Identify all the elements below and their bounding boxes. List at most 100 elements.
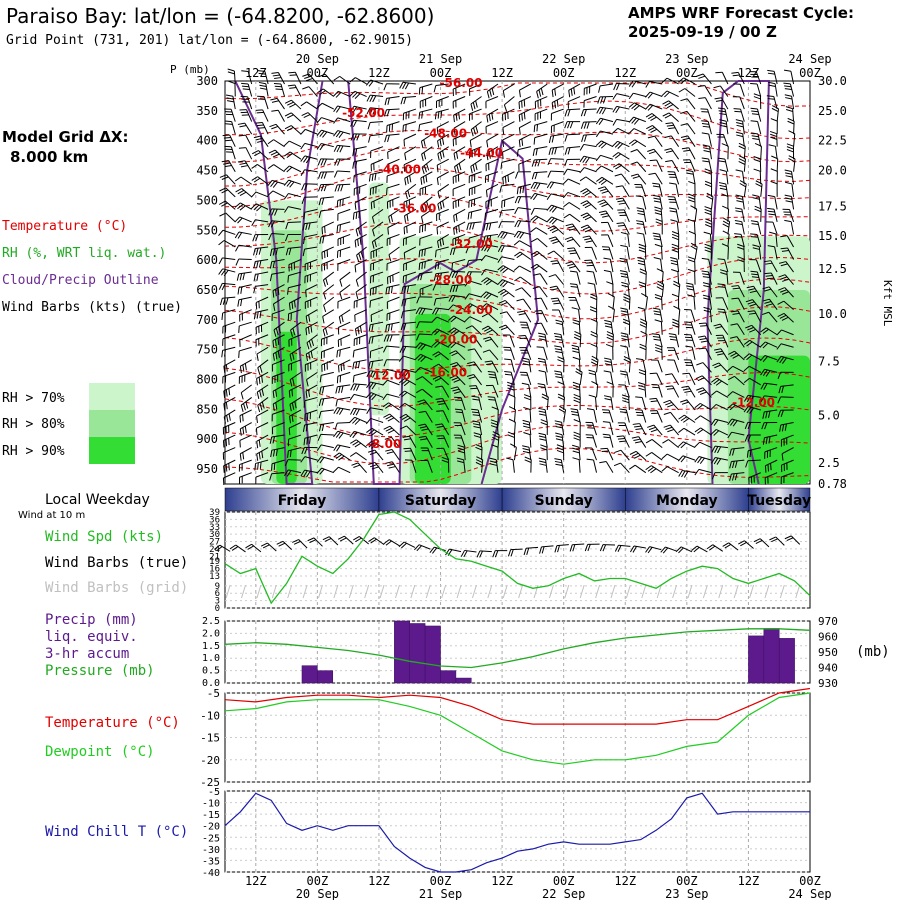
wind-barb-staff: [501, 256, 515, 261]
wind-barb-flag: [454, 166, 457, 174]
wind-barb-staff: [487, 83, 499, 92]
wind-barb-flag: [628, 102, 635, 108]
wind-barb-staff: [503, 83, 515, 92]
wind-barb-flag: [572, 444, 580, 448]
wind-barb-flag: [784, 194, 792, 198]
wind-barb-flag: [678, 547, 684, 554]
grid-barb: [733, 584, 739, 599]
wind-barb-staff: [584, 83, 597, 89]
wind-barb-flag: [404, 153, 407, 161]
wind-barb-staff: [353, 119, 367, 123]
wind-barb-flag: [275, 389, 278, 397]
wind-barb-flag: [623, 293, 631, 298]
wind-barb-flag: [473, 426, 481, 429]
wind-barb-staff: [469, 183, 482, 190]
wind-barb-flag: [464, 293, 470, 300]
wind-barb-flag: [319, 90, 326, 95]
wind-barb-flag: [418, 435, 426, 438]
wind-barb-staff: [715, 429, 729, 436]
wind-barb-flag: [653, 313, 661, 316]
wind-barb-flag: [492, 433, 500, 438]
wind-barb-flag: [786, 149, 794, 153]
wind-barb-staff: [453, 315, 466, 323]
wind-barb-staff: [502, 146, 515, 153]
wind-barb-flag: [669, 207, 677, 210]
wind-barb-staff: [322, 309, 335, 317]
windchill-tick: -30: [202, 845, 220, 856]
wind-barb-flag: [508, 393, 516, 398]
wind-barb-flag: [485, 223, 489, 231]
wind-barb-flag: [251, 150, 259, 155]
wind-barb-staff: [452, 246, 466, 249]
wind-barb-staff: [624, 422, 630, 436]
wind-barb-flag: [767, 72, 775, 75]
wind-barb-flag: [283, 179, 290, 186]
wind-barb-flag: [253, 177, 261, 183]
rh-region-90: [748, 355, 810, 484]
wind-barb-flag: [588, 372, 596, 376]
wind-barb-staff: [304, 169, 318, 173]
temperature-label: -56.00: [440, 76, 483, 90]
wind-barb-staff: [304, 155, 318, 160]
wind-barb-staff: [321, 246, 334, 253]
wind-barb-flag: [221, 312, 224, 320]
wind-barb-flag: [547, 250, 555, 255]
wind-barb-flag: [415, 342, 421, 349]
wind-barb-staff: [419, 221, 433, 227]
wind-barb-flag: [675, 546, 682, 553]
wind-barb-staff: [419, 121, 433, 126]
wind-barb-flag: [304, 75, 312, 80]
wind-barb-flag: [777, 300, 785, 305]
wind-barb-staff: [555, 274, 565, 285]
wind-barb-flag: [713, 85, 721, 89]
wind-barb-flag: [349, 416, 356, 423]
wind-barb-flag: [551, 135, 555, 143]
wind-barb-flag: [564, 159, 568, 167]
wind-barb-flag: [632, 546, 637, 553]
wind-barb-staff: [355, 77, 367, 85]
wind-barb-flag: [357, 361, 360, 369]
wind-barb-flag: [239, 205, 246, 211]
wind-barb-flag: [359, 325, 363, 333]
wind-barb-flag: [502, 139, 505, 147]
wind-barb-staff: [419, 233, 433, 240]
wind-barb-staff: [387, 296, 400, 303]
grid-barb: [379, 584, 385, 599]
height-tick: 17.5: [818, 199, 847, 213]
wind-barb-flag: [222, 297, 226, 305]
wind-barb-staff: [272, 396, 285, 405]
wind-barb-flag: [632, 423, 640, 425]
wind-barb-staff: [708, 158, 712, 172]
wind-barb-flag: [647, 466, 654, 472]
wind-barb-staff: [702, 362, 712, 373]
wind-barb-staff: [528, 447, 532, 461]
wind-barb-staff: [519, 276, 532, 285]
wind-barb-flag: [356, 255, 360, 262]
wind-barb-flag: [749, 303, 757, 307]
wind-barb-flag: [287, 101, 294, 106]
wind-barb-flag: [275, 248, 278, 256]
wind-barb-staff: [321, 259, 334, 265]
wind-barb-flag: [635, 396, 643, 398]
wind-barb-flag: [426, 163, 430, 171]
wind-barb-staff: [354, 416, 367, 423]
wind-barb-staff: [747, 459, 761, 462]
wind-barb-flag: [771, 538, 778, 543]
wind-barb-flag: [486, 362, 494, 365]
wind-barb-staff: [387, 379, 400, 386]
wind-barb-flag: [308, 352, 311, 360]
wind-barb-staff: [760, 146, 762, 160]
wind-barb-flag: [448, 327, 455, 333]
wind-barb-flag: [470, 103, 474, 111]
wind-barb-staff: [765, 327, 778, 336]
wind-barb-flag: [284, 151, 291, 157]
wind-barb-flag: [620, 310, 628, 313]
wind-barb-staff: [435, 283, 449, 286]
wind-barb-flag: [596, 107, 601, 114]
wind-barb-flag: [434, 353, 442, 358]
windchill-series: [224, 792, 810, 873]
wind-barb-flag: [336, 407, 341, 415]
wind-barb-flag: [513, 231, 519, 238]
wind-barb-flag: [352, 375, 355, 383]
wind-barb-staff: [534, 207, 548, 210]
